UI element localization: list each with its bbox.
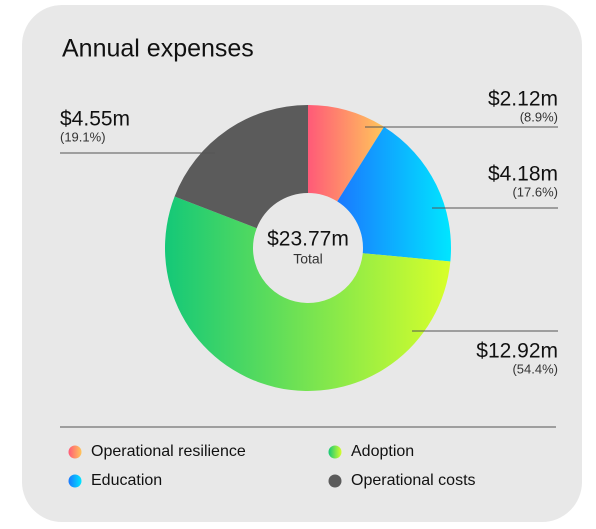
legend-swatch [328, 445, 342, 459]
legend-label: Education [91, 472, 162, 489]
legend-label: Operational costs [351, 472, 476, 489]
value-label: $4.18m [488, 163, 558, 186]
chart-title: Annual expenses [62, 35, 254, 63]
value-label: $4.55m [60, 108, 130, 131]
legend-label: Operational resilience [91, 443, 246, 460]
donut-segment [308, 105, 385, 202]
value-label: $12.92m [476, 340, 558, 363]
donut-segment [174, 105, 308, 229]
value-label: $2.12m [488, 88, 558, 111]
percent-label: (54.4%) [512, 361, 558, 376]
percent-label: (8.9%) [520, 109, 558, 124]
total-caption: Total [293, 251, 323, 267]
legend-swatch [328, 474, 342, 488]
donut-segment [164, 196, 451, 392]
donut-segment [337, 126, 451, 262]
legend-swatch [68, 445, 82, 459]
percent-label: (19.1%) [60, 129, 106, 144]
percent-label: (17.6%) [512, 184, 558, 199]
legend-swatch [68, 474, 82, 488]
total-value: $23.77m [267, 228, 349, 251]
legend-label: Adoption [351, 443, 414, 460]
card-background [22, 5, 582, 522]
